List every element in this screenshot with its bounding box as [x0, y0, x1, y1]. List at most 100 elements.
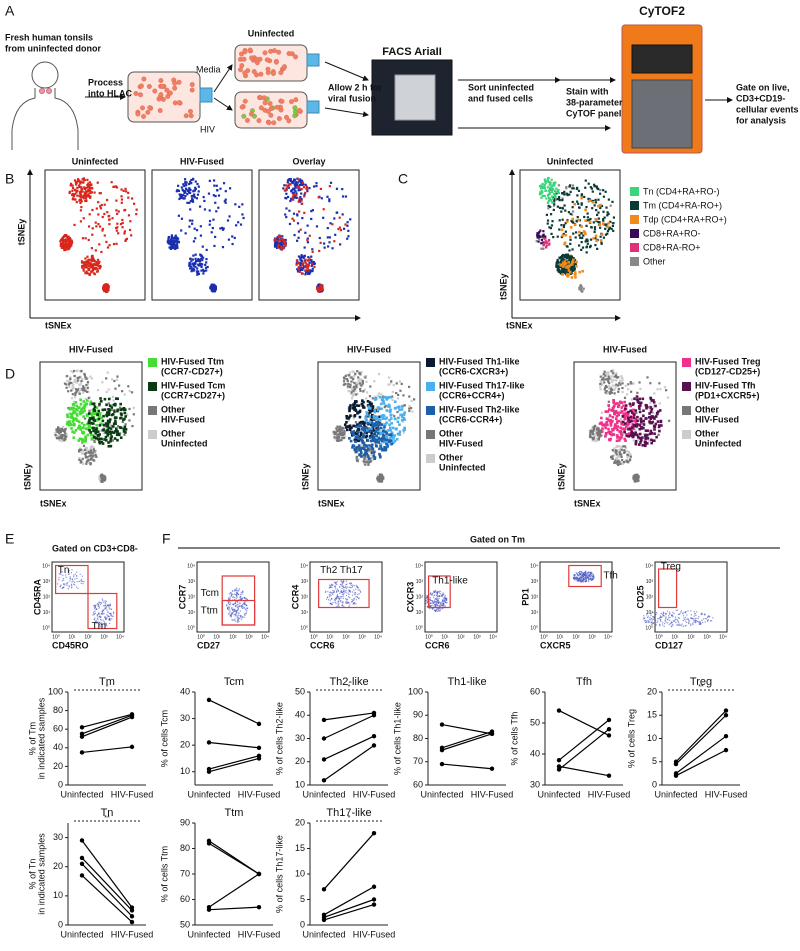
tsne-dot: [547, 204, 550, 207]
tsne-dot: [539, 191, 542, 194]
flow-dot: [65, 576, 67, 578]
tsne-dot: [228, 187, 232, 190]
tsne-dot: [237, 221, 240, 224]
tsne-dot: [79, 448, 83, 451]
tsne-dot: [337, 227, 340, 231]
tsne-dot: [298, 178, 302, 181]
tsne-dot: [352, 433, 356, 436]
tsne-dot: [644, 434, 647, 438]
tsne-dot: [345, 416, 349, 420]
tsne-dot: [82, 400, 85, 403]
tsne-dot: [355, 384, 358, 387]
tsne-dot: [170, 234, 174, 237]
tsne-dot: [393, 434, 397, 437]
tsne-dot: [538, 193, 542, 196]
tsne-dot: [328, 236, 331, 239]
tsne-dot: [97, 414, 101, 418]
tsne-dot: [549, 181, 552, 184]
tsne-dot: [296, 186, 299, 189]
tsne-dot: [73, 378, 77, 381]
tsne-dot: [87, 225, 91, 228]
tsne-dot: [604, 227, 607, 230]
tsne-dot: [349, 404, 352, 407]
tsne-dot: [72, 403, 76, 406]
flow-dot: [105, 618, 107, 620]
tsne-dot: [207, 192, 211, 195]
tsne-dot: [629, 417, 632, 421]
tsne-dot: [127, 385, 130, 388]
tsne-dot: [632, 408, 635, 412]
tsne-dot: [213, 288, 216, 291]
tsne-dot: [282, 240, 285, 243]
tsne-dot: [343, 377, 346, 380]
tsne-dot: [550, 232, 553, 236]
tsne-dot: [116, 409, 119, 413]
tsne-dot: [652, 424, 656, 428]
tsne-dot: [344, 426, 348, 429]
flow-dot: [97, 604, 100, 607]
tsne-dot: [403, 404, 406, 407]
tsne-dot: [90, 255, 94, 258]
tsne-dot: [68, 241, 71, 244]
cell: [152, 88, 158, 94]
tsne-dot: [61, 236, 65, 239]
tsne-dot: [358, 382, 361, 385]
tsne-dot: [612, 229, 615, 232]
tsne-dot: [547, 207, 550, 210]
tsne-dot: [637, 443, 641, 446]
tsne-dot: [83, 386, 86, 390]
tsne-dot: [217, 206, 220, 209]
tsne-dot: [594, 234, 598, 238]
tsne-dot: [198, 259, 202, 263]
tsne-dot: [597, 198, 600, 201]
tsne-dot: [71, 411, 75, 415]
tsne-dot: [306, 190, 309, 193]
plot-title: Uninfected: [72, 156, 119, 166]
tsne-dot: [87, 188, 90, 191]
tsne-dot: [112, 399, 115, 402]
tsne-dot: [397, 393, 400, 397]
tsne-dot: [97, 213, 100, 216]
tsne-dot: [593, 185, 596, 188]
tsne-dot: [630, 430, 634, 434]
tsne-dot: [628, 420, 631, 423]
flow-dot: [73, 583, 75, 585]
workflow-text: 38-parameter: [566, 97, 623, 107]
tsne-dot: [65, 375, 68, 378]
tsne-dot: [86, 399, 89, 402]
tsne-dot: [190, 270, 193, 273]
tsne-dot: [92, 429, 95, 433]
tsne-dot: [648, 420, 651, 423]
cell: [167, 90, 173, 96]
tsne-dot: [189, 188, 192, 192]
tsne-dot: [616, 462, 619, 466]
tsne-dot: [393, 407, 397, 410]
tsne-dot: [85, 190, 88, 193]
tsne-dot: [615, 426, 618, 430]
flow-dot: [239, 610, 242, 612]
tsne-dot: [85, 449, 88, 452]
tsne-dot: [629, 427, 632, 431]
tsne-dot: [90, 256, 93, 259]
tsne-dot: [373, 398, 377, 401]
tsne-dot: [110, 435, 113, 438]
cell: [157, 108, 163, 113]
flow-dot: [109, 605, 111, 607]
tsne-dot: [108, 404, 112, 408]
tsne-dot: [84, 440, 87, 443]
tsne-dot: [599, 382, 602, 386]
flow-dot: [110, 608, 112, 610]
tsne-dot: [197, 190, 200, 193]
tsne-dot: [99, 397, 102, 400]
tsne-dot: [584, 232, 587, 236]
tsne-dot: [189, 208, 192, 211]
tsne-dot: [189, 257, 192, 260]
tsne-dot: [351, 406, 354, 410]
tsne-dot: [353, 408, 356, 411]
tsne-dot: [285, 197, 288, 200]
tsne-dot: [68, 190, 71, 193]
tsne-dot: [303, 265, 306, 268]
tsne-dot: [620, 422, 623, 426]
cell: [147, 105, 153, 111]
tsne-dot: [602, 374, 605, 377]
